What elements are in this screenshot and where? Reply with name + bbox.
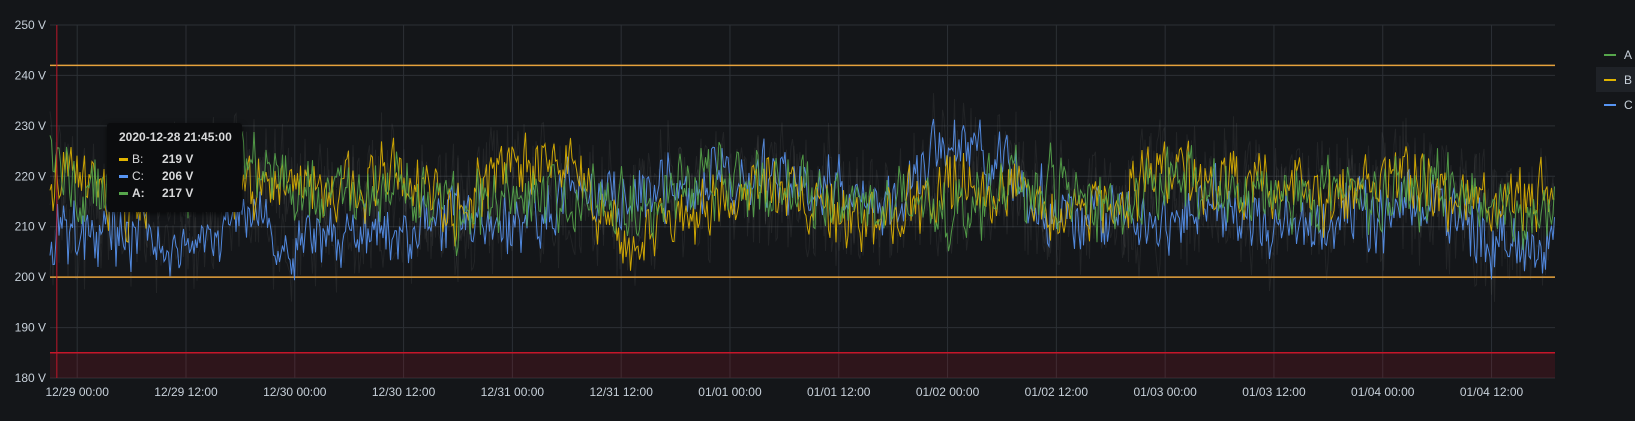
y-tick-label: 200 V (15, 270, 46, 284)
y-axis: 180 V 190 V 200 V 210 V 220 V 230 V 240 V 250 V (15, 18, 46, 385)
tooltip-value-b: 219 V (162, 152, 194, 166)
tooltip-row-c: C: 206 V (119, 169, 193, 183)
tooltip-swatch-b (119, 157, 128, 161)
legend-swatch-a (1604, 53, 1616, 56)
x-tick-label: 12/31 12:00 (589, 385, 653, 399)
y-tick-label: 180 V (15, 371, 46, 385)
y-tick-label: 230 V (15, 119, 46, 133)
y-tick-label: 220 V (15, 169, 46, 183)
tooltip-series-a: A: (132, 186, 145, 200)
legend: A B C (1596, 42, 1635, 117)
legend-label-b: B (1624, 72, 1633, 87)
tooltip-row-a: A: 217 V (119, 186, 193, 200)
x-tick-label: 01/03 12:00 (1242, 385, 1306, 399)
tooltip-swatch-a (119, 191, 128, 195)
y-tick-label: 190 V (15, 321, 46, 335)
tooltip-value-c: 206 V (162, 169, 194, 183)
tooltip-series-b: B: (132, 152, 144, 166)
x-tick-label: 01/03 00:00 (1133, 385, 1197, 399)
x-tick-label: 01/01 00:00 (698, 385, 762, 399)
legend-swatch-b (1604, 78, 1616, 81)
y-tick-label: 210 V (15, 220, 46, 234)
x-tick-label: 01/02 12:00 (1025, 385, 1089, 399)
x-tick-label: 12/31 00:00 (481, 385, 545, 399)
x-tick-label: 01/01 12:00 (807, 385, 871, 399)
tooltip-row-b: B: 219 V (119, 152, 193, 166)
x-tick-label: 01/02 00:00 (916, 385, 980, 399)
tooltip-series-c: C: (132, 169, 144, 183)
x-tick-label: 01/04 00:00 (1351, 385, 1415, 399)
hover-tooltip: 2020-12-28 21:45:00 B: 219 V C: 206 V A:… (107, 123, 242, 212)
legend-swatch-c (1604, 103, 1616, 106)
x-tick-label: 12/30 00:00 (263, 385, 327, 399)
series-b-line (49, 132, 1555, 271)
series-a-line (49, 126, 1555, 256)
x-tick-label: 01/04 12:00 (1460, 385, 1524, 399)
tooltip-value-a: 217 V (162, 186, 194, 200)
legend-item-b[interactable]: B (1596, 67, 1635, 92)
x-tick-label: 12/29 00:00 (45, 385, 109, 399)
x-tick-label: 12/30 12:00 (372, 385, 436, 399)
threshold-fill (50, 352, 1555, 378)
x-axis: 12/29 00:00 12/29 12:00 12/30 00:00 12/30 1… (45, 385, 1523, 399)
legend-label-a: A (1624, 47, 1633, 62)
legend-item-a[interactable]: A (1596, 42, 1635, 67)
legend-item-c[interactable]: C (1596, 92, 1635, 117)
tooltip-swatch-c (119, 174, 128, 178)
threshold-layer (50, 64, 1555, 378)
y-tick-label: 240 V (15, 68, 46, 82)
x-tick-label: 12/29 12:00 (154, 385, 218, 399)
tooltip-time: 2020-12-28 21:45:00 (119, 130, 232, 144)
legend-label-c: C (1624, 97, 1633, 112)
series-layer (49, 93, 1555, 302)
y-tick-label: 250 V (15, 18, 46, 32)
series-a-range (49, 110, 1555, 283)
